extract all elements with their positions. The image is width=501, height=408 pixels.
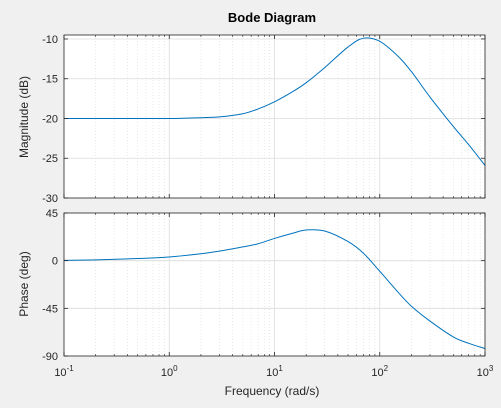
phase-line <box>63 229 486 350</box>
y-tick-label: -90 <box>42 351 58 363</box>
y-tick-label: 45 <box>46 208 58 220</box>
magnitude-line <box>63 37 486 166</box>
phase-yticks: -90 -45 0 45 <box>42 208 486 363</box>
phase-panel: -90 -45 0 45 Phase (deg) <box>17 208 486 363</box>
y-tick-label: -45 <box>42 303 58 315</box>
magnitude-yticks: -30 -25 -20 -15 -10 <box>42 34 486 205</box>
chart-title: Bode Diagram <box>228 10 316 25</box>
y-tick-label: -15 <box>42 74 58 86</box>
x-tick-label: 10-1 <box>54 364 74 379</box>
y-tick-label: 0 <box>52 256 58 268</box>
magnitude-ylabel: Magnitude (dB) <box>17 76 31 158</box>
phase-ylabel: Phase (deg) <box>17 251 31 316</box>
frequency-xticks: 10-1 100 101 102 103 <box>54 364 494 379</box>
x-tick-label: 102 <box>371 364 388 379</box>
y-tick-label: -20 <box>42 113 58 125</box>
y-tick-label: -10 <box>42 34 58 46</box>
x-tick-label: 100 <box>161 364 178 379</box>
frequency-xlabel: Frequency (rad/s) <box>225 384 320 398</box>
x-tick-label: 101 <box>266 364 283 379</box>
x-tick-label: 103 <box>477 364 494 379</box>
magnitude-panel: -30 -25 -20 -15 -10 Magnitude (dB) <box>17 34 486 205</box>
y-tick-label: -25 <box>42 153 58 165</box>
y-tick-label: -30 <box>42 193 58 205</box>
